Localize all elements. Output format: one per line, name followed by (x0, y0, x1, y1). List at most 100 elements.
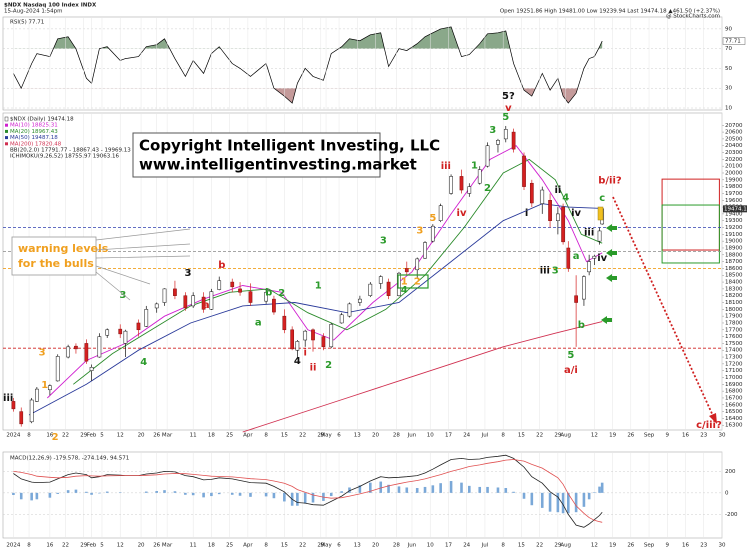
y-tick-label: 18300 (725, 286, 743, 292)
x-tick-label: 5 (100, 433, 104, 439)
candle-body (173, 288, 177, 296)
histogram-bar (405, 487, 409, 493)
wave-label: 5? (502, 91, 515, 102)
warning-box (11, 236, 97, 276)
wave-label: 3 (184, 268, 191, 279)
x-tick-label: 9 (666, 433, 670, 439)
candle-body (238, 288, 242, 293)
candle-body (66, 346, 70, 358)
wave-label: 3 (416, 225, 423, 236)
histogram-bar (210, 492, 213, 497)
wave-label: iii (3, 393, 13, 404)
y-tick-label: 20400 (725, 143, 743, 149)
x-tick-label: 12 (117, 433, 124, 439)
y-tick-label: 18100 (725, 300, 743, 306)
histogram-bar (230, 492, 234, 495)
candle-body (84, 343, 89, 362)
candle-body (191, 295, 196, 307)
x-tick-label: 20 (372, 433, 379, 439)
wave-label: 1 (41, 380, 48, 391)
moving-average (46, 145, 603, 399)
x-tick-label: Apr (243, 543, 253, 549)
histogram-bar (423, 486, 427, 493)
y-tick-label: 17100 (725, 368, 743, 374)
candle-body (477, 169, 482, 184)
x-tick-label: 2024 (6, 543, 20, 549)
candle-body (574, 295, 578, 303)
x-tick-label: Jul (481, 543, 489, 549)
x-tick-label: 16 (46, 433, 53, 439)
legend-swatch (5, 136, 8, 140)
x-tick-label: 29 (317, 433, 324, 439)
legend-label: MA(200) 17820.48 (10, 141, 62, 147)
x-tick-label: 11 (190, 543, 197, 549)
histogram-bar (173, 491, 177, 493)
x-tick-label: Aug (560, 543, 571, 549)
histogram-bar (439, 483, 442, 493)
x-tick-label: 26 (153, 433, 160, 439)
y-tick-label: 20000 (725, 170, 743, 176)
candle-body (329, 324, 334, 348)
x-tick-label: Feb (87, 543, 97, 549)
y-tick-label: 20600 (725, 130, 743, 136)
histogram-bar (504, 488, 508, 493)
histogram-bar (358, 485, 362, 493)
histogram-bar (512, 491, 515, 493)
x-tick-label: 24 (463, 433, 470, 439)
x-tick-label: 9 (666, 543, 670, 549)
y-tick-label: 16500 (725, 409, 743, 415)
x-tick-label: 11 (190, 433, 197, 439)
rsi-legend: RSI(5) 77.71 (10, 20, 44, 26)
wave-label: a (255, 317, 262, 328)
histogram-bar (296, 492, 299, 506)
histogram-bar (85, 491, 88, 493)
legend-label: MA(10) 18825.31 (10, 123, 58, 129)
y-tick-label: 19700 (725, 191, 743, 197)
wave-label: 1 (401, 276, 408, 287)
y-tick-label: 50 (725, 66, 732, 72)
x-tick-label: Jun (407, 433, 417, 439)
wave-label: b (578, 320, 585, 331)
macd-legend: MACD(12,26,9) -179.578, -274.149, 94.571 (10, 456, 129, 462)
candle-body (321, 336, 326, 348)
legend-swatch (4, 116, 9, 122)
y-tick-label: 30 (725, 86, 732, 92)
candle-body (548, 200, 552, 221)
histogram-bar (144, 491, 148, 493)
y-tick-label: 18600 (725, 266, 743, 272)
moving-average (73, 158, 603, 385)
wave-label: c/iii? (696, 420, 722, 431)
y-tick-label: 16700 (725, 395, 743, 401)
x-tick-label: 18 (208, 543, 215, 549)
x-tick-label: 22 (62, 543, 69, 549)
y-tick-label: 18700 (725, 259, 743, 265)
x-tick-label: Jul (481, 433, 489, 439)
x-tick-label: 12 (117, 543, 124, 549)
value-tag-label: 77.71 (725, 39, 741, 45)
candle-body (597, 230, 602, 242)
x-tick-label: 10 (427, 543, 434, 549)
histogram-bar (191, 492, 195, 496)
candle-body (347, 303, 352, 317)
histogram-bar (530, 492, 534, 506)
overlay: $NDX Nasdaq 100 Index INDX 15-Aug-2024 1… (4, 3, 720, 462)
histogram-bar (548, 492, 552, 512)
rsi-line (13, 26, 603, 104)
candle-body (368, 283, 373, 296)
histogram-bar (478, 486, 482, 493)
x-tick-label: 29 (80, 433, 87, 439)
wave-label: i (525, 208, 528, 219)
histogram-bar (12, 492, 15, 495)
candle-body (105, 329, 110, 336)
wave-label: iii (441, 161, 451, 172)
histogram-bar (449, 481, 453, 493)
y-tick-label: 16800 (725, 389, 743, 395)
x-tick-label: 25 (226, 433, 233, 439)
candle-body (529, 182, 534, 204)
y-tick-label: 18200 (725, 293, 743, 299)
x-tick-label: 26 (153, 543, 160, 549)
y-tick-label: 20500 (725, 136, 743, 142)
y-tick-label: 17800 (725, 320, 743, 326)
histogram-bar (19, 492, 23, 500)
